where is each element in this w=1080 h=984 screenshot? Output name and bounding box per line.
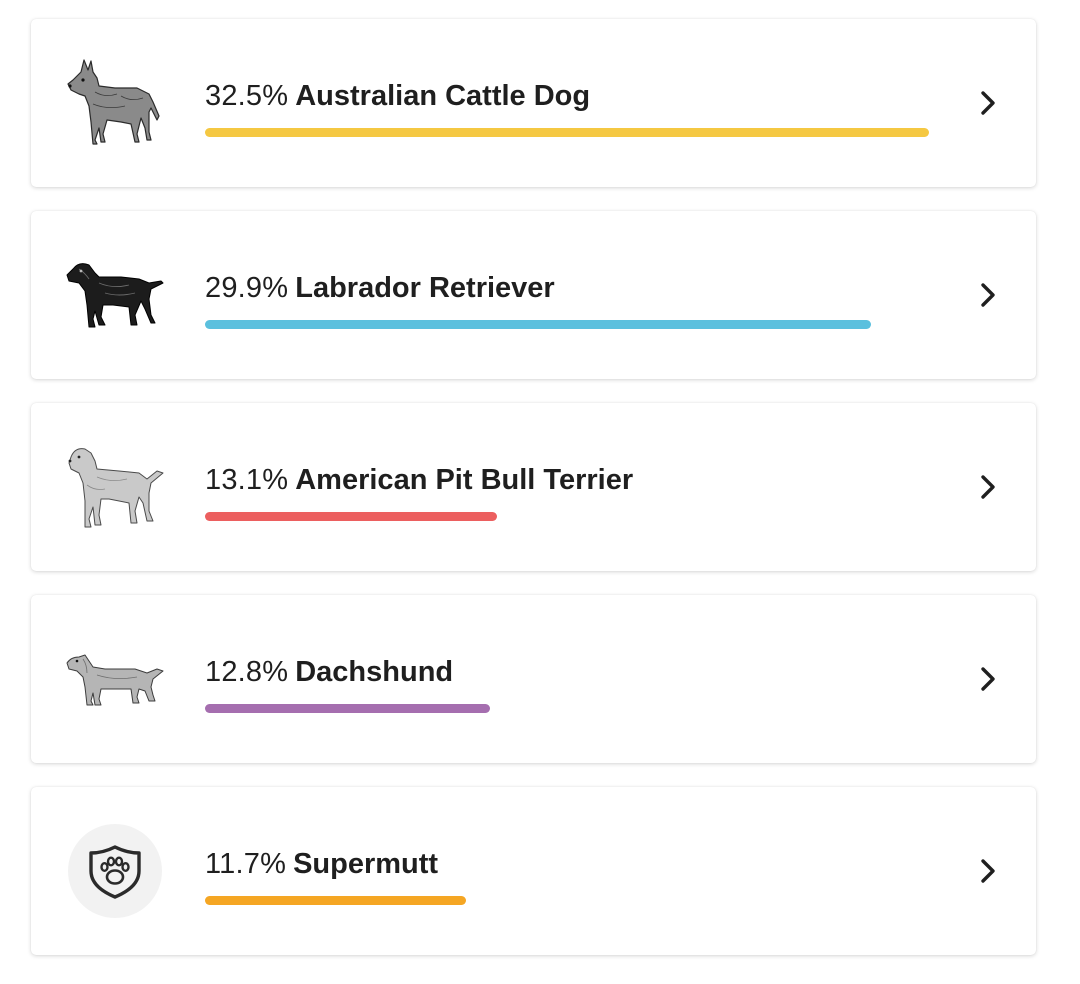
breed-percent: 13.1% [205,464,289,496]
breed-name: Supermutt [293,848,439,880]
breed-label: 13.1% American Pit Bull Terrier [205,461,633,499]
dachshund-icon [65,629,165,729]
breed-percent: 11.7% [205,848,287,880]
breed-percentage-bar [205,128,929,137]
breed-label: 32.5% Australian Cattle Dog [205,77,590,115]
breed-percentage-bar-fill [205,128,929,137]
breed-label: 12.8% Dachshund [205,653,453,691]
breed-percentage-bar [205,320,929,329]
breed-percent: 12.8% [205,656,289,688]
breed-percentage-bar-fill [205,320,872,329]
american-pit-bull-terrier-icon [65,437,165,537]
breed-percent: 32.5% [205,80,289,112]
chevron-right-icon[interactable] [976,281,1000,309]
australian-cattle-dog-icon [65,53,165,153]
supermutt-badge [68,824,162,918]
breed-card-australian-cattle-dog[interactable]: 32.5% Australian Cattle Dog [31,19,1036,187]
breed-percentage-bar-fill [205,512,497,521]
chevron-right-icon[interactable] [976,857,1000,885]
breed-card-dachshund[interactable]: 12.8% Dachshund [31,595,1036,763]
labrador-retriever-icon [65,245,165,345]
breed-percent: 29.9% [205,272,289,304]
breed-percentage-bar [205,896,929,905]
chevron-right-icon[interactable] [976,89,1000,117]
breed-percentage-bar [205,512,929,521]
breed-card-supermutt[interactable]: 11.7% Supermutt [31,787,1036,955]
breed-name: Australian Cattle Dog [295,80,591,112]
chevron-right-icon[interactable] [976,473,1000,501]
breed-percentage-bar [205,704,929,713]
breed-card-american-pit-bull-terrier[interactable]: 13.1% American Pit Bull Terrier [31,403,1036,571]
breed-name: American Pit Bull Terrier [295,464,634,496]
breed-label: 11.7% Supermutt [205,845,438,883]
chevron-right-icon[interactable] [976,665,1000,693]
paw-shield-icon [89,845,141,899]
breed-name: Labrador Retriever [295,272,555,304]
breed-label: 29.9% Labrador Retriever [205,269,555,307]
breed-card-labrador-retriever[interactable]: 29.9% Labrador Retriever [31,211,1036,379]
breed-name: Dachshund [295,656,454,688]
breed-percentage-bar-fill [205,704,491,713]
breed-percentage-bar-fill [205,896,466,905]
